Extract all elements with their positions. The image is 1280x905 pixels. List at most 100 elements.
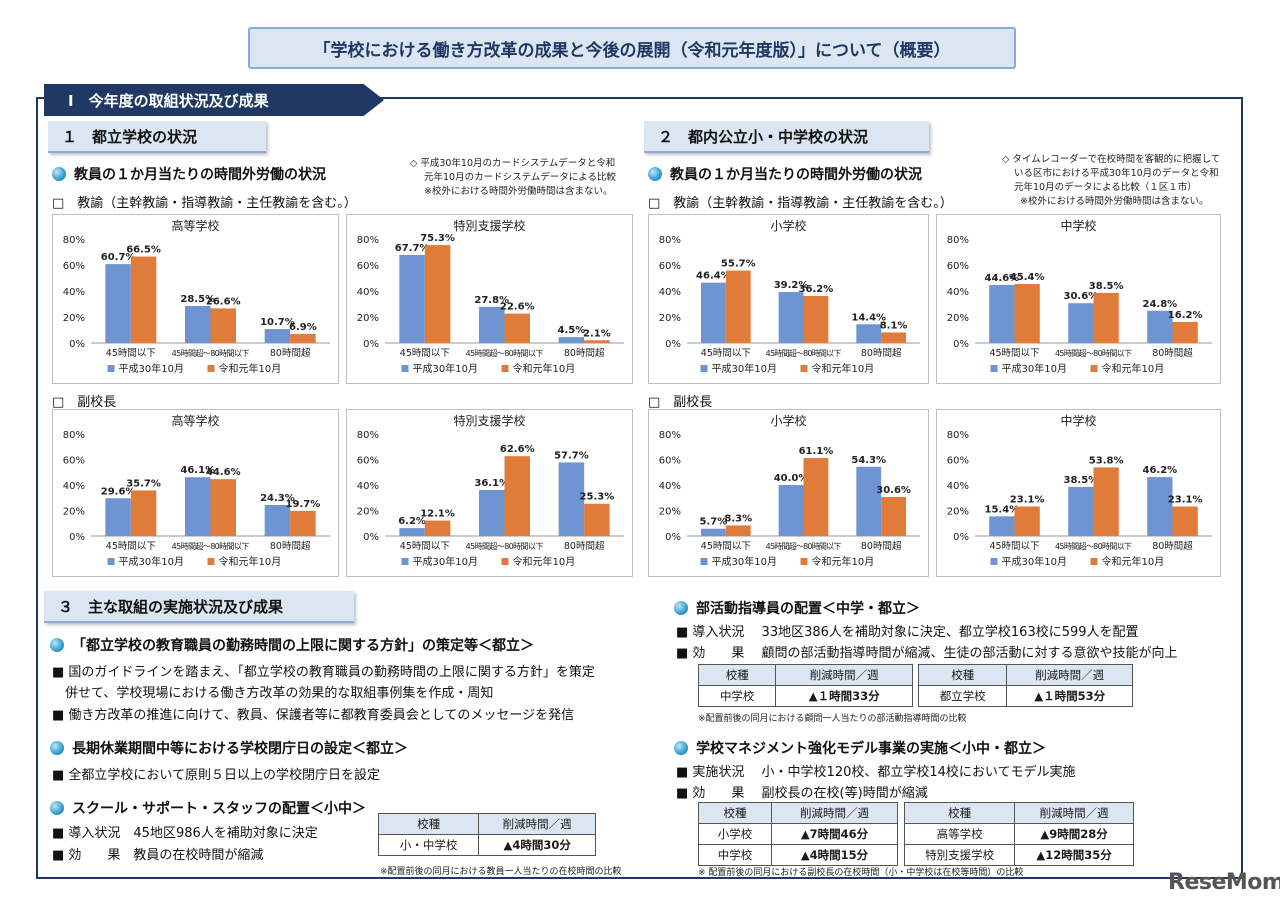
data-label: 66.5% (126, 245, 161, 256)
data-label: 16.2% (1168, 310, 1203, 321)
legend-swatch (1090, 558, 1098, 565)
x-tick-label: 45時間超～80時間以下 (172, 348, 250, 358)
y-tick-label: 0% (363, 339, 379, 350)
bar-r1 (424, 245, 451, 343)
bullet-ball-icon (50, 638, 64, 652)
y-tick-label: 0% (69, 532, 85, 543)
x-tick-label: 45時間以下 (701, 348, 751, 359)
bullet-ball-icon (648, 167, 662, 181)
data-label: 44.6% (206, 467, 241, 478)
x-tick-label: 80時間超 (564, 347, 605, 359)
data-label: 38.5% (1064, 475, 1099, 486)
part2-note-line: 元年10月のデータによる比較（１区１市） (1014, 182, 1197, 193)
data-label: 62.6% (500, 444, 535, 455)
data-label: 45.4% (1010, 272, 1045, 283)
table-header: 削減時間／週 (1006, 664, 1133, 686)
legend-label: 令和元年10月 (812, 362, 875, 375)
bar-h30 (989, 516, 1015, 536)
item4-head: 部活動指導員の配置＜中学・都立＞ (674, 598, 920, 618)
legend-label: 平成30年10月 (1002, 555, 1067, 568)
bar-r1 (504, 313, 530, 343)
legend-label: 令和元年10月 (513, 555, 576, 568)
part1-note-line: ※校外における時間外労働時間は含まない。 (424, 186, 613, 197)
chart-title: 中学校 (1060, 413, 1096, 428)
table-cell: ▲4時間30分 (478, 834, 596, 856)
y-tick-label: 0% (665, 339, 681, 350)
data-label: 23.1% (1168, 495, 1203, 506)
y-tick-label: 60% (63, 261, 85, 272)
x-tick-label: 45時間以下 (701, 541, 751, 552)
item3-head: スクール・サポート・スタッフの配置＜小中＞ (50, 798, 366, 818)
bullet-ball-icon (674, 741, 688, 755)
bar-h30 (105, 498, 131, 536)
item1-line: 併せて、学校現場における働き方改革の効果的な取組事例集を作成・周知 (52, 686, 494, 701)
bar-h30 (479, 489, 505, 536)
data-label: 28.5% (180, 294, 215, 305)
y-tick-label: 20% (947, 507, 969, 518)
data-label: 6.9% (289, 322, 317, 333)
x-tick-label: 80時間超 (270, 347, 311, 359)
data-label: 36.2% (799, 284, 834, 295)
chart-c8: 中学校 0% 20% 40% 60% 80% 15.4% 23.1% 45時間以下 38.5% 53… (936, 409, 1221, 577)
y-tick-label: 0% (665, 532, 681, 543)
table-header: 校種 (377, 813, 480, 835)
chart-title: 特別支援学校 (453, 218, 525, 233)
data-label: 46.2% (1143, 465, 1178, 476)
bar-h30 (1068, 486, 1094, 536)
y-tick-label: 0% (69, 339, 85, 350)
table-header: 削減時間／週 (1014, 802, 1134, 824)
y-tick-label: 40% (63, 287, 85, 298)
legend-label: 令和元年10月 (812, 555, 875, 568)
item5-note: ※ 配置前後の同月における副校長の在校時間（小・中学校は在校等時間）の比較 (698, 868, 1024, 878)
document-title: 「学校における働き方改革の成果と今後の展開（令和元年度版）」について（概要） (248, 27, 1016, 69)
legend-label: 令和元年10月 (513, 362, 576, 375)
data-label: 19.7% (286, 499, 321, 510)
legend-swatch (107, 558, 115, 565)
bar-r1 (130, 256, 157, 343)
data-label: 10.7% (260, 317, 295, 328)
legend-swatch (800, 558, 808, 565)
item2-line: ■ 全都立学校において原則５日以上の学校閉庁日を設定 (52, 768, 381, 783)
data-label: 46.4% (696, 271, 731, 282)
legend-label: 平成30年10月 (712, 555, 777, 568)
y-tick-label: 80% (357, 430, 379, 441)
y-tick-label: 40% (659, 481, 681, 492)
item5-line: ■ 実施状況 小・中学校120校、都立学校14校においてモデル実施 (676, 765, 1076, 780)
data-label: 29.6% (101, 486, 136, 497)
bar-h30 (399, 528, 425, 536)
legend-swatch (700, 558, 708, 565)
y-tick-label: 20% (63, 507, 85, 518)
item3-head-text: スクール・サポート・スタッフの配置＜小中＞ (72, 801, 366, 817)
table-cell: ▲9時間28分 (1014, 823, 1134, 845)
y-tick-label: 40% (357, 481, 379, 492)
item4-line: ■ 効 果 顧問の部活動指導時間が縮減、生徒の部活動に対する意欲や技能が向上 (676, 646, 1178, 661)
legend-swatch (990, 558, 998, 565)
bar-h30 (778, 292, 804, 343)
data-label: 39.2% (774, 280, 809, 291)
chart-c4: 中学校 0% 20% 40% 60% 80% 44.6% 45.4% 45時間以下 30.6% 38… (936, 214, 1221, 384)
y-tick-label: 60% (947, 261, 969, 272)
data-label: 25.3% (580, 492, 615, 503)
part1-vice-label: □ 副校長 (52, 395, 117, 410)
part2-note: ◇ タイムレコーダーで在校時間を客観的に把握して いる区市における平成30年10… (1002, 153, 1220, 209)
data-label: 36.1% (474, 478, 509, 489)
data-label: 54.3% (851, 455, 886, 466)
data-label: 15.4% (985, 504, 1020, 515)
part2-heading: ２ 都内公立小・中学校の状況 (644, 121, 929, 153)
bar-h30 (856, 324, 882, 343)
chart-title: 小学校 (770, 218, 806, 233)
item1-head-text: 「都立学校の教育職員の勤務時間の上限に関する方針」の策定等＜都立＞ (72, 638, 534, 654)
legend-label: 平成30年10月 (1002, 362, 1067, 375)
item3-line: ■ 導入状況 45地区986人を補助対象に決定 (52, 826, 318, 841)
legend-label: 令和元年10月 (1102, 362, 1165, 375)
x-tick-label: 80時間超 (270, 540, 311, 552)
legend-label: 平成30年10月 (413, 555, 478, 568)
part1-teachers-label: □ 教諭（主幹教諭・指導教諭・主任教諭を含む。） (52, 196, 357, 211)
x-tick-label: 45時間以下 (400, 348, 450, 359)
bar-r1 (1014, 506, 1040, 536)
bar-h30 (558, 337, 585, 343)
bar-r1 (881, 332, 907, 343)
item1-line: ■ 働き方改革の推進に向けて、教員、保護者等に都教育委員会としてのメッセージを発… (52, 708, 575, 723)
x-tick-label: 45時間超～80時間以下 (766, 348, 842, 358)
y-tick-label: 80% (947, 430, 969, 441)
